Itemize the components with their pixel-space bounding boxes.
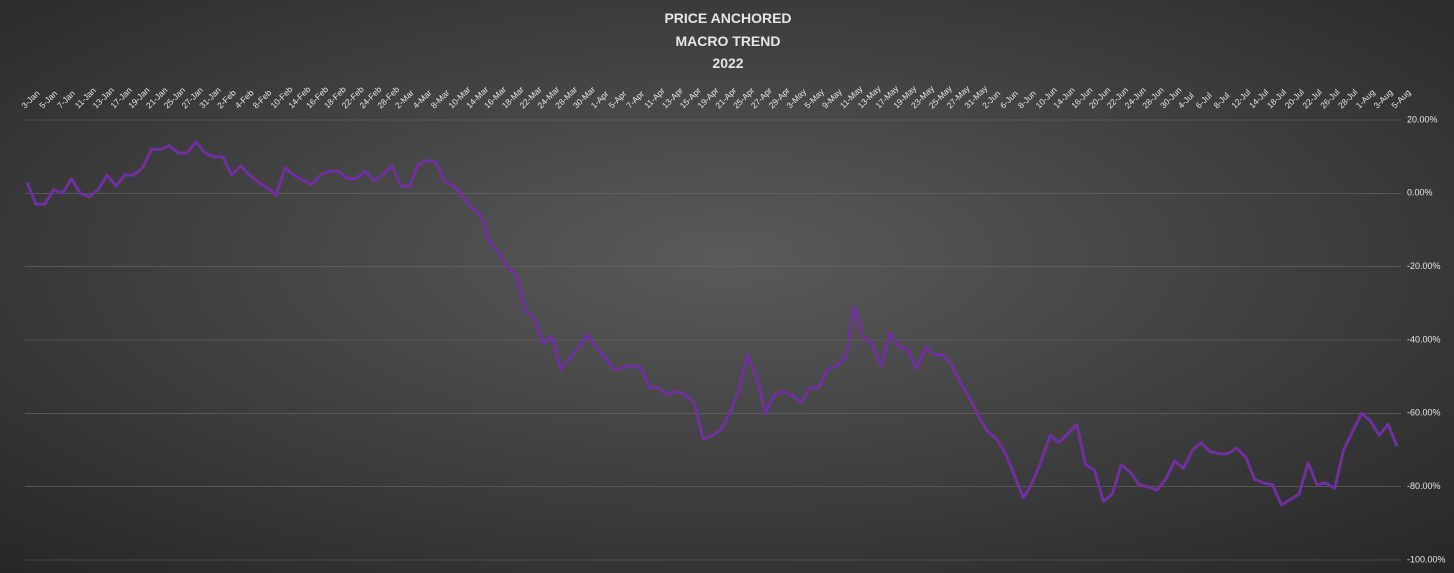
y-tick-label: 0.00%	[1407, 188, 1433, 198]
y-tick-label: -40.00%	[1407, 334, 1441, 344]
chart-title: MACRO TREND	[676, 33, 781, 49]
y-tick-label: 20.00%	[1407, 114, 1438, 124]
y-tick-label: -100.00%	[1407, 554, 1446, 564]
y-tick-label: -80.00%	[1407, 481, 1441, 491]
y-tick-label: -20.00%	[1407, 261, 1441, 271]
y-tick-label: -60.00%	[1407, 408, 1441, 418]
chart-title: PRICE ANCHORED	[664, 10, 791, 26]
chart-title: 2022	[712, 55, 743, 71]
line-series	[25, 140, 1399, 507]
